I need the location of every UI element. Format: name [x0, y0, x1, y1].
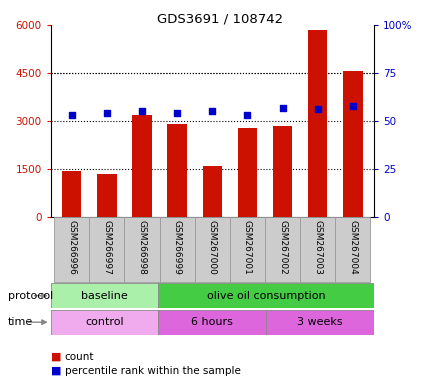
Point — [174, 110, 181, 116]
Text: 3 weeks: 3 weeks — [297, 317, 343, 327]
Text: GSM267004: GSM267004 — [348, 220, 357, 275]
Bar — [125, 217, 160, 282]
Bar — [335, 217, 370, 282]
Point — [279, 104, 286, 111]
Bar — [195, 217, 230, 282]
Text: GSM266998: GSM266998 — [137, 220, 147, 275]
Bar — [160, 217, 195, 282]
Bar — [168, 124, 187, 217]
Text: GSM267002: GSM267002 — [278, 220, 287, 275]
Bar — [230, 217, 265, 282]
Bar — [132, 115, 152, 217]
Text: 6 hours: 6 hours — [191, 317, 233, 327]
Text: GSM266997: GSM266997 — [103, 220, 111, 275]
Bar — [158, 310, 266, 335]
Text: GSM267003: GSM267003 — [313, 220, 322, 275]
Bar — [158, 283, 374, 308]
Bar — [238, 128, 257, 217]
Bar — [51, 283, 158, 308]
Text: count: count — [65, 352, 94, 362]
Point — [209, 108, 216, 114]
Bar — [203, 166, 222, 217]
Text: percentile rank within the sample: percentile rank within the sample — [65, 366, 241, 376]
Point — [103, 110, 110, 116]
Bar — [97, 174, 117, 217]
Point — [244, 112, 251, 118]
Bar — [266, 310, 374, 335]
Text: GDS3691 / 108742: GDS3691 / 108742 — [157, 12, 283, 25]
Text: GSM266996: GSM266996 — [67, 220, 76, 275]
Bar — [273, 126, 292, 217]
Bar — [62, 170, 81, 217]
Text: control: control — [85, 317, 124, 327]
Text: baseline: baseline — [81, 291, 128, 301]
Text: olive oil consumption: olive oil consumption — [207, 291, 326, 301]
Bar — [54, 217, 89, 282]
Point — [68, 112, 75, 118]
Point — [314, 106, 321, 113]
Text: protocol: protocol — [8, 291, 53, 301]
Text: GSM267000: GSM267000 — [208, 220, 217, 275]
Bar — [300, 217, 335, 282]
Bar — [265, 217, 300, 282]
Point — [139, 108, 146, 114]
Bar — [343, 71, 363, 217]
Text: GSM266999: GSM266999 — [172, 220, 182, 275]
Text: time: time — [8, 317, 33, 327]
Bar — [308, 30, 327, 217]
Text: ■: ■ — [51, 352, 61, 362]
Bar — [89, 217, 125, 282]
Text: GSM267001: GSM267001 — [243, 220, 252, 275]
Point — [349, 103, 356, 109]
Text: ■: ■ — [51, 366, 61, 376]
Bar — [51, 310, 158, 335]
